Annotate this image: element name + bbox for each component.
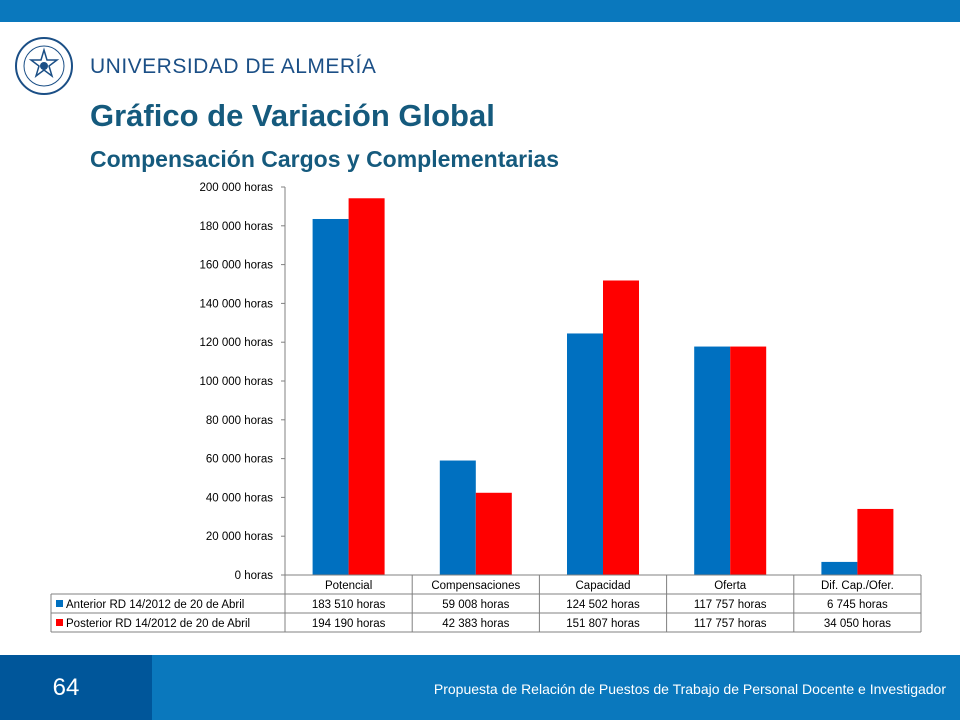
y-tick-label: 60 000 horas [206, 454, 273, 466]
top-bar [0, 0, 960, 22]
bar-anterior [567, 333, 603, 575]
x-category-label: Dif. Cap./Ofer. [821, 580, 894, 592]
x-category-label: Potencial [325, 580, 372, 592]
y-tick-label: 160 000 horas [199, 260, 273, 272]
bar-posterior [857, 508, 894, 575]
legend-key-posterior [56, 619, 63, 626]
data-label: 42 383 horas [442, 618, 509, 630]
bar-anterior [312, 218, 349, 575]
bar-anterior [694, 346, 731, 575]
bar-anterior [439, 460, 476, 575]
data-label: 183 510 horas [312, 599, 386, 611]
page-title: Gráfico de Variación Global [90, 98, 495, 133]
y-tick-label: 100 000 horas [199, 376, 273, 388]
bar-posterior [603, 280, 639, 575]
bar-anterior [821, 561, 858, 575]
page-subtitle: Compensación Cargos y Complementarias [90, 146, 560, 172]
y-tick-label: 80 000 horas [206, 415, 273, 427]
footer-text: Propuesta de Relación de Puestos de Trab… [433, 681, 946, 697]
y-tick-label: 180 000 horas [199, 221, 273, 233]
page-number-box [0, 655, 152, 720]
data-label: 34 050 horas [824, 618, 891, 630]
bar-posterior [475, 492, 512, 575]
university-name: UNIVERSIDAD DE ALMERÍA [90, 55, 377, 78]
data-label: 151 807 horas [566, 618, 640, 630]
data-label: 117 757 horas [694, 599, 767, 611]
bar-chart: 0 horas 20 000 horas 40 000 horas 60 000 ho… [50, 182, 922, 633]
x-category-label: Oferta [714, 580, 747, 592]
data-label: 194 190 horas [312, 618, 386, 630]
data-label: 117 757 horas [694, 618, 767, 630]
legend-entry: Posterior RD 14/2012 de 20 de Abril [66, 618, 250, 630]
y-tick-label: 120 000 horas [199, 337, 273, 349]
x-category-label: Capacidad [576, 580, 631, 592]
y-tick-label: 140 000 horas [199, 298, 273, 310]
y-tick-label: 0 horas [235, 570, 274, 582]
legend-entry: Anterior RD 14/2012 de 20 de Abril [66, 599, 244, 611]
bar-posterior [730, 346, 767, 575]
y-tick-label: 40 000 horas [206, 492, 273, 504]
x-category-label: Compensaciones [431, 580, 520, 592]
page-number: 64 [52, 674, 80, 701]
data-label: 6 745 horas [827, 599, 888, 611]
data-label: 59 008 horas [442, 599, 509, 611]
university-seal-icon [15, 37, 73, 95]
bar-posterior [348, 198, 385, 575]
y-tick-label: 20 000 horas [206, 531, 273, 543]
data-label: 124 502 horas [566, 599, 640, 611]
y-tick-label: 200 000 horas [199, 182, 273, 194]
legend-key-anterior [56, 600, 63, 607]
footer-bar [0, 655, 960, 720]
